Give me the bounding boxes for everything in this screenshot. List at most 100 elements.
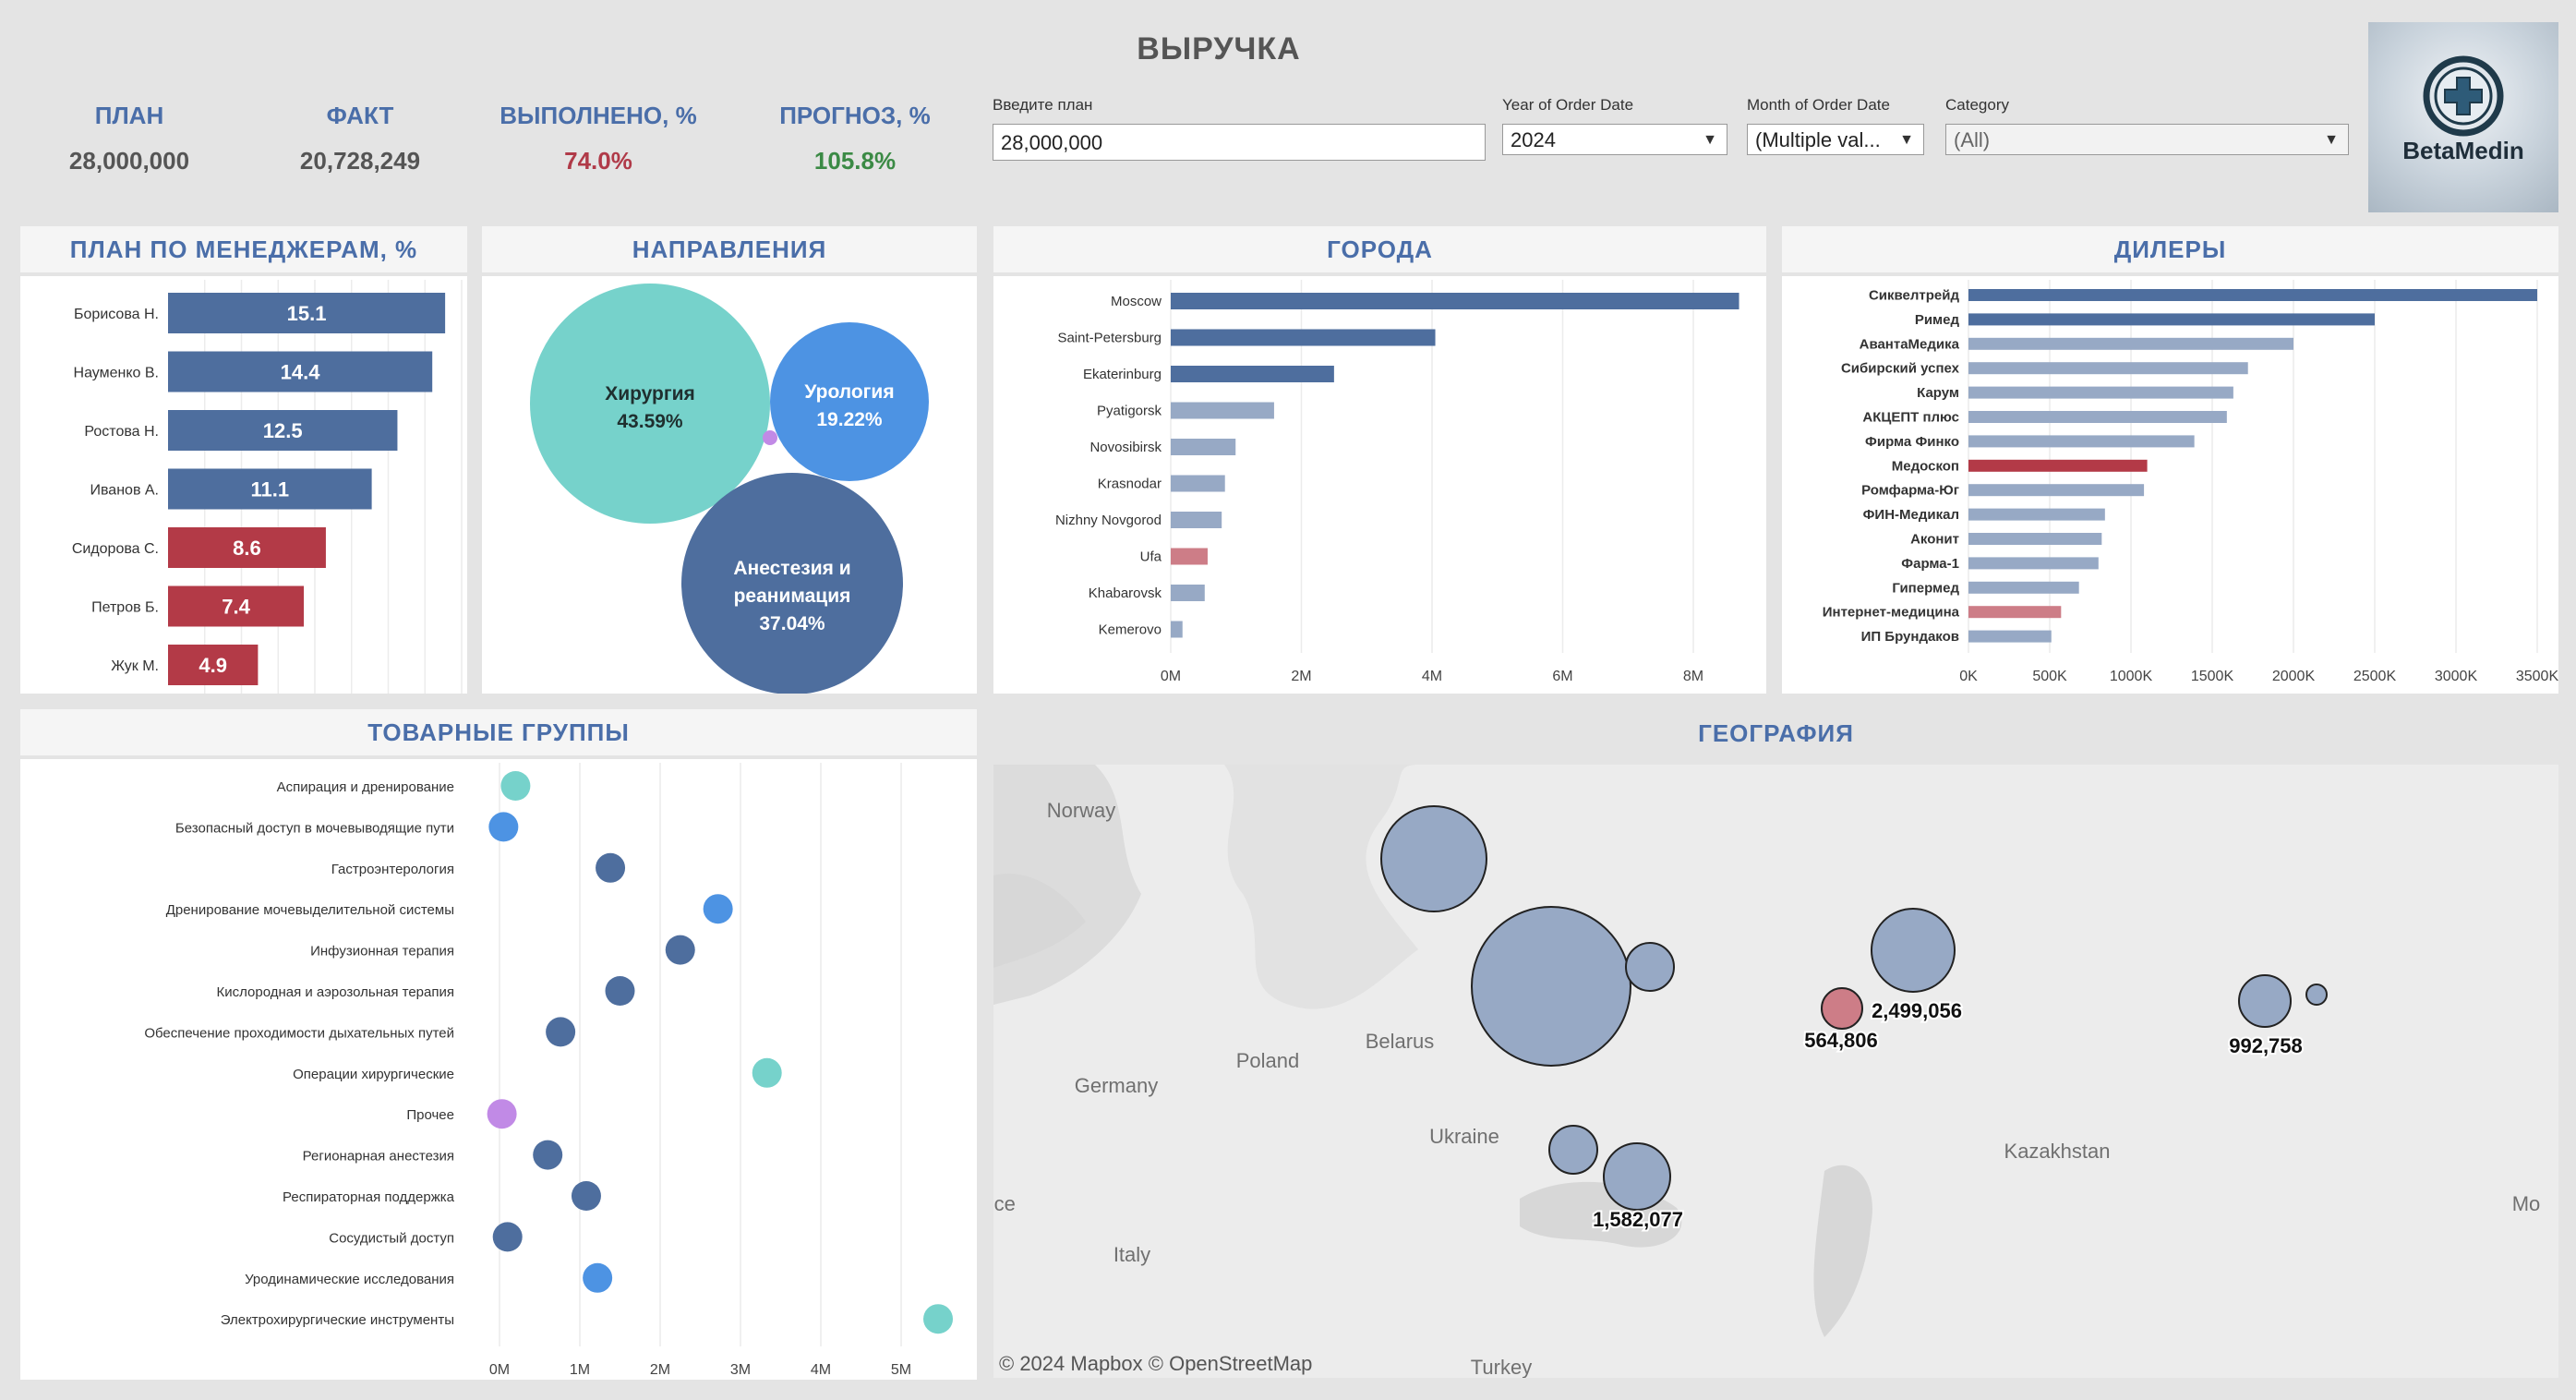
geography-map-canvas: Norway Poland Belarus Germany Ukraine Kazakhs… [993, 765, 2558, 1378]
kpi-plan: ПЛАН 28,000,000 [14, 102, 245, 175]
manager-bar [168, 585, 305, 627]
product-group-label: Дренирование мочевыделительной системы [166, 902, 454, 918]
map-place-label: Mo [2512, 1192, 2541, 1215]
category-filter: Category (All) ▼ [1945, 96, 2349, 155]
city-bar [1171, 329, 1436, 346]
manager-label: Науменко В. [74, 366, 159, 381]
product-group-point [605, 976, 635, 1006]
product-group-point [492, 1222, 523, 1252]
dealer-bar [1968, 630, 2052, 643]
product-groups-chart: 0M 1M 2M 3M 4M 5M Аспирация и дренирование Безо… [144, 763, 954, 1378]
map-place-label: Belarus [1366, 1030, 1435, 1053]
directions-chart: Хирургия 43.59% Урология 19.22% Анестезия и р… [530, 284, 929, 694]
product-group-label: Кислородная и аэрозольная терапия [216, 984, 454, 1000]
plan-input[interactable]: 28,000,000 [993, 124, 1486, 161]
dealer-label: АвантаМедика [1860, 336, 1960, 352]
x-tick-label: 3M [730, 1362, 751, 1378]
kpi-done-label: ВЫПОЛНЕНО, % [500, 102, 697, 129]
logo-text: BetaMedin [2402, 137, 2524, 164]
x-tick-label: 2M [1291, 669, 1311, 684]
kpi-done-value: 74.0% [564, 147, 632, 175]
dealer-bar [1968, 435, 2195, 448]
x-tick-label: 2500K [2353, 669, 2397, 684]
product-group-label: Регионарная анестезия [303, 1149, 454, 1165]
product-group-label: Аспирация и дренирование [277, 779, 454, 795]
manager-value-label: 4.9 [199, 654, 227, 677]
map-place-label: Kazakhstan [2004, 1140, 2111, 1163]
directions-panel: НАПРАВЛЕНИЯ Хирургия 43.59% Урология 19.22%… [482, 226, 977, 694]
product-group-label: Уродинамические исследования [245, 1272, 454, 1287]
x-tick-label: 0M [489, 1362, 510, 1378]
cities-panel-title: ГОРОДА [993, 226, 1766, 276]
map-place-label: Ukraine [1429, 1125, 1499, 1148]
map-bubble [1603, 1142, 1671, 1211]
month-select[interactable]: (Multiple val... ▼ [1747, 124, 1924, 155]
manager-bar [168, 293, 446, 333]
product-group-label: Электрохирургические инструменты [221, 1312, 454, 1328]
cities-panel: ГОРОДА 0M 2M 4M 6M 8M Moscow Saint-Petersburg E… [993, 226, 1766, 694]
dealer-label: Карум [1917, 385, 1959, 401]
manager-label: Петров Б. [91, 600, 159, 616]
product-group-point [923, 1304, 954, 1334]
year-filter-label: Year of Order Date [1502, 96, 1634, 114]
manager-bar [168, 468, 372, 510]
dealer-label: ФИН-Медикал [1863, 507, 1959, 523]
category-select[interactable]: (All) ▼ [1945, 124, 2349, 155]
dealer-label: Сиквелтрейд [1869, 288, 1960, 304]
city-label: Moscow [1111, 294, 1162, 309]
dealer-bar [1968, 533, 2102, 545]
x-tick-label: 6M [1552, 669, 1572, 684]
directions-panel-title: НАПРАВЛЕНИЯ [482, 226, 977, 276]
city-label: Khabarovsk [1089, 585, 1162, 601]
dealer-label: АКЦЕПТ плюс [1862, 410, 1959, 426]
product-group-point [583, 1262, 613, 1293]
product-group-point [665, 935, 695, 965]
map-bubble [1548, 1125, 1598, 1175]
product-groups-panel-title: ТОВАРНЫЕ ГРУППЫ [20, 709, 977, 759]
city-label: Ekaterinburg [1083, 367, 1162, 382]
manager-value-label: 11.1 [251, 478, 290, 501]
x-tick-label: 4M [811, 1362, 831, 1378]
dealer-bar [1968, 313, 2375, 326]
manager-bar [168, 527, 326, 568]
map-north-sea [993, 874, 1086, 968]
manager-label: Иванов А. [90, 483, 159, 499]
dealer-bar [1968, 484, 2145, 497]
dealer-label: Интернет-медицина [1823, 605, 1960, 621]
year-select[interactable]: 2024 ▼ [1502, 124, 1727, 155]
map-place-label: Poland [1236, 1049, 1300, 1072]
direction-bubble [681, 473, 903, 694]
product-group-point [488, 812, 519, 842]
kpi-forecast: ПРОГНОЗ, % 105.8% [740, 102, 970, 175]
geography-map[interactable]: Norway Poland Belarus Germany Ukraine Kazakhs… [993, 765, 2558, 1378]
medical-cross-icon [2423, 55, 2504, 137]
product-group-label: Прочее [406, 1107, 454, 1123]
city-label: Nizhny Novgorod [1055, 513, 1162, 528]
plan-filter: Введите план 28,000,000 [993, 96, 1486, 161]
map-caspian-sea [1813, 1165, 1872, 1337]
direction-pct: 37.04% [759, 613, 825, 634]
month-filter-label: Month of Order Date [1747, 96, 1890, 114]
direction-name: Урология [804, 381, 894, 403]
city-label: Pyatigorsk [1097, 404, 1162, 419]
kpi-plan-value: 28,000,000 [68, 147, 190, 175]
city-label: Ufa [1140, 549, 1162, 565]
map-bubble [1380, 805, 1487, 912]
product-group-point [571, 1181, 601, 1211]
manager-label: Сидорова С. [72, 541, 159, 557]
product-groups-panel: ТОВАРНЫЕ ГРУППЫ 0M 1M 2M 3M 4M 5M Аспирация и … [20, 709, 977, 1380]
year-select-value: 2024 [1511, 128, 1556, 151]
dealer-label: Аконит [1910, 532, 1959, 548]
map-bubble [1871, 908, 1956, 993]
manager-label: Борисова Н. [74, 307, 159, 322]
x-tick-label: 0M [1161, 669, 1181, 684]
dealer-bar [1968, 386, 2233, 399]
manager-value-label: 12.5 [263, 419, 303, 442]
dealer-label: Римед [1915, 312, 1960, 328]
city-bar [1171, 293, 1739, 309]
x-tick-label: 5M [891, 1362, 911, 1378]
city-bar [1171, 439, 1236, 455]
direction-bubble [530, 284, 770, 524]
city-bar [1171, 402, 1274, 419]
manager-bar [168, 410, 398, 451]
